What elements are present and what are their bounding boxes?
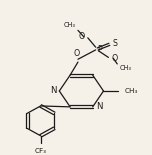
Text: CH₃: CH₃: [119, 65, 131, 71]
Text: P: P: [98, 45, 102, 54]
Text: CH₃: CH₃: [125, 88, 138, 94]
Text: N: N: [96, 102, 102, 111]
Text: N: N: [50, 86, 56, 95]
Text: S: S: [112, 39, 117, 48]
Text: O: O: [111, 54, 118, 63]
Text: O: O: [74, 49, 80, 58]
Text: CF₃: CF₃: [35, 148, 47, 154]
Text: CH₃: CH₃: [64, 22, 76, 29]
Text: O: O: [79, 32, 85, 41]
